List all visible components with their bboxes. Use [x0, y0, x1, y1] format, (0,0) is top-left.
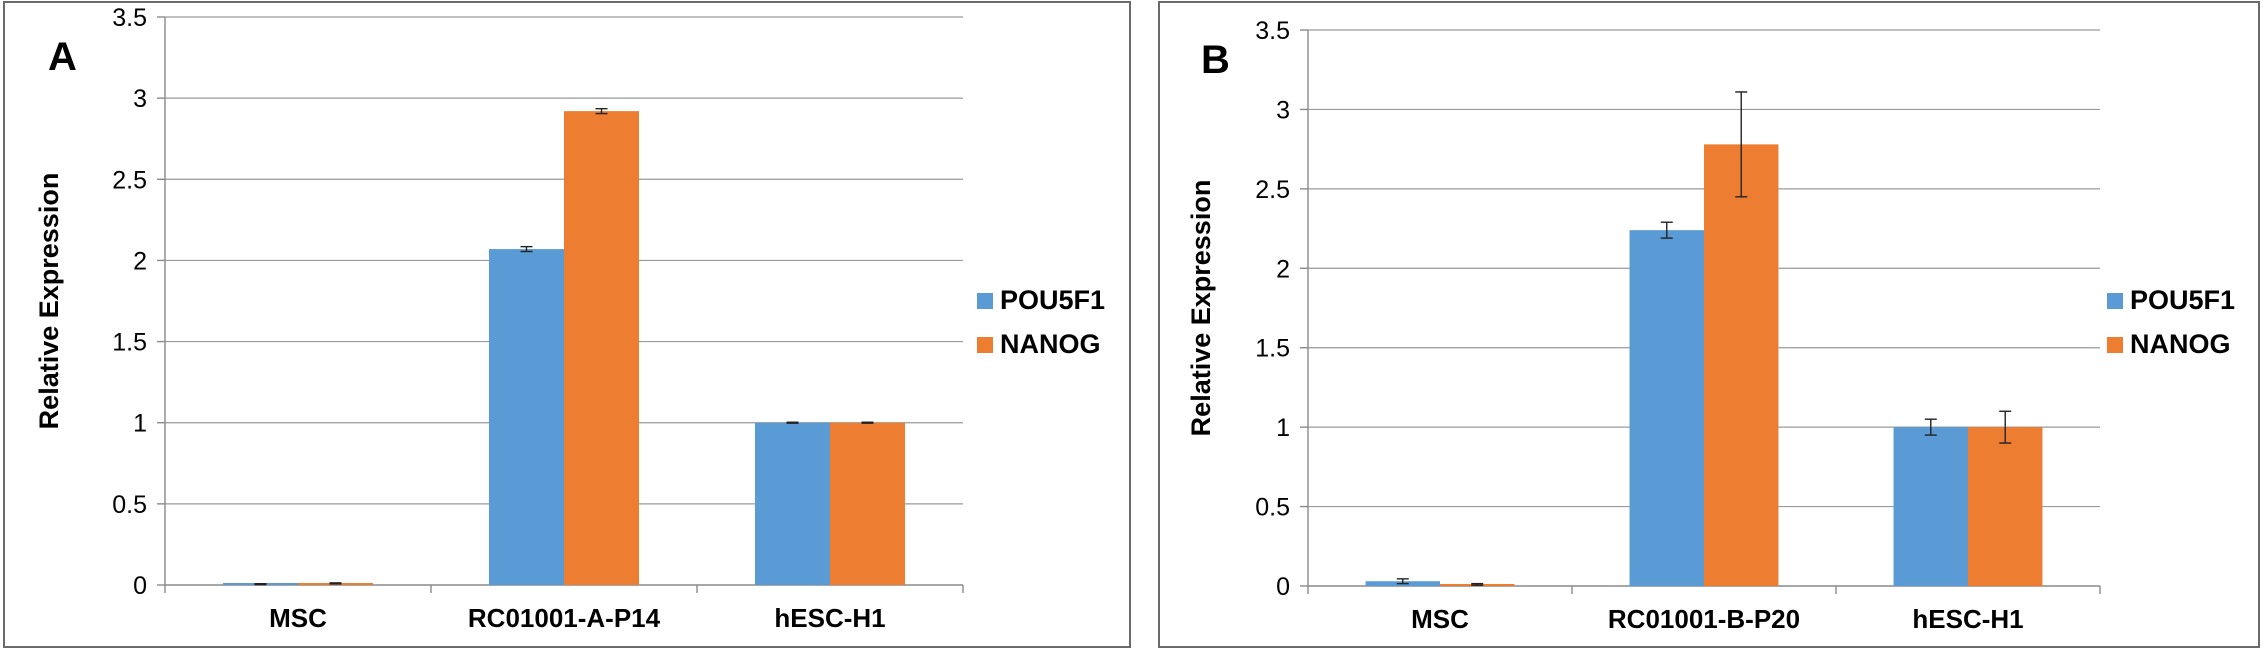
y-axis-title: Relative Expression — [34, 173, 64, 430]
legend-label: POU5F1 — [2130, 285, 2235, 315]
x-category-label: RC01001-A-P14 — [468, 603, 661, 633]
y-axis-title: Relative Expression — [1186, 180, 1216, 437]
y-tick-label: 0 — [1276, 573, 1290, 601]
y-tick-label: 0.5 — [112, 491, 147, 519]
bar-nanog — [564, 111, 640, 585]
bar-nanog — [1704, 144, 1779, 586]
panel-letter: A — [48, 35, 77, 79]
y-tick-label: 2 — [133, 247, 147, 275]
legend-label: NANOG — [1000, 329, 1101, 359]
y-tick-label: 0.5 — [1255, 494, 1290, 522]
bar-pou5f1 — [754, 422, 830, 585]
y-tick-label: 2 — [1276, 255, 1290, 283]
panel-letter: B — [1201, 38, 1230, 82]
y-tick-label: 1.5 — [112, 329, 147, 357]
bar-nanog — [830, 422, 906, 585]
y-tick-label: 1.5 — [1255, 335, 1290, 363]
x-category-label: RC01001-B-P20 — [1608, 604, 1800, 634]
bar-pou5f1 — [1893, 427, 1968, 586]
y-tick-label: 0 — [133, 572, 147, 600]
chart-panel-a: 0 0.5 1 1.5 2 2.5 3 3.5 MSC RC01001-A-P14 hESC-H1 R… — [3, 1, 1131, 648]
y-tick-label: 1 — [1276, 414, 1290, 442]
bar-pou5f1 — [488, 249, 564, 585]
y-tick-label: 3.5 — [1255, 17, 1290, 45]
x-category-label: MSC — [269, 603, 327, 633]
y-tick-label: 3 — [1276, 96, 1290, 124]
x-category-label: MSC — [1411, 604, 1469, 634]
chart-panel-b: 0 0.5 1 1.5 2 2.5 3 3.5 MSC RC01001-B-P20 hESC-H1 R… — [1158, 1, 2260, 648]
legend-swatch-nanog — [977, 337, 993, 353]
y-tick-label: 2.5 — [1255, 176, 1290, 204]
y-tick-label: 3.5 — [112, 4, 147, 32]
legend-swatch-nanog — [2107, 337, 2123, 353]
x-category-label: hESC-H1 — [1912, 604, 2023, 634]
bar-pou5f1 — [1629, 230, 1704, 586]
bar-nanog — [1968, 427, 2043, 586]
y-tick-label: 1 — [133, 410, 147, 438]
legend-swatch-pou5f1 — [977, 293, 993, 309]
y-tick-label: 2.5 — [112, 166, 147, 194]
legend-label: NANOG — [2130, 329, 2231, 359]
y-tick-label: 3 — [133, 85, 147, 113]
legend-swatch-pou5f1 — [2107, 293, 2123, 309]
x-category-label: hESC-H1 — [774, 603, 885, 633]
legend-label: POU5F1 — [1000, 285, 1105, 315]
